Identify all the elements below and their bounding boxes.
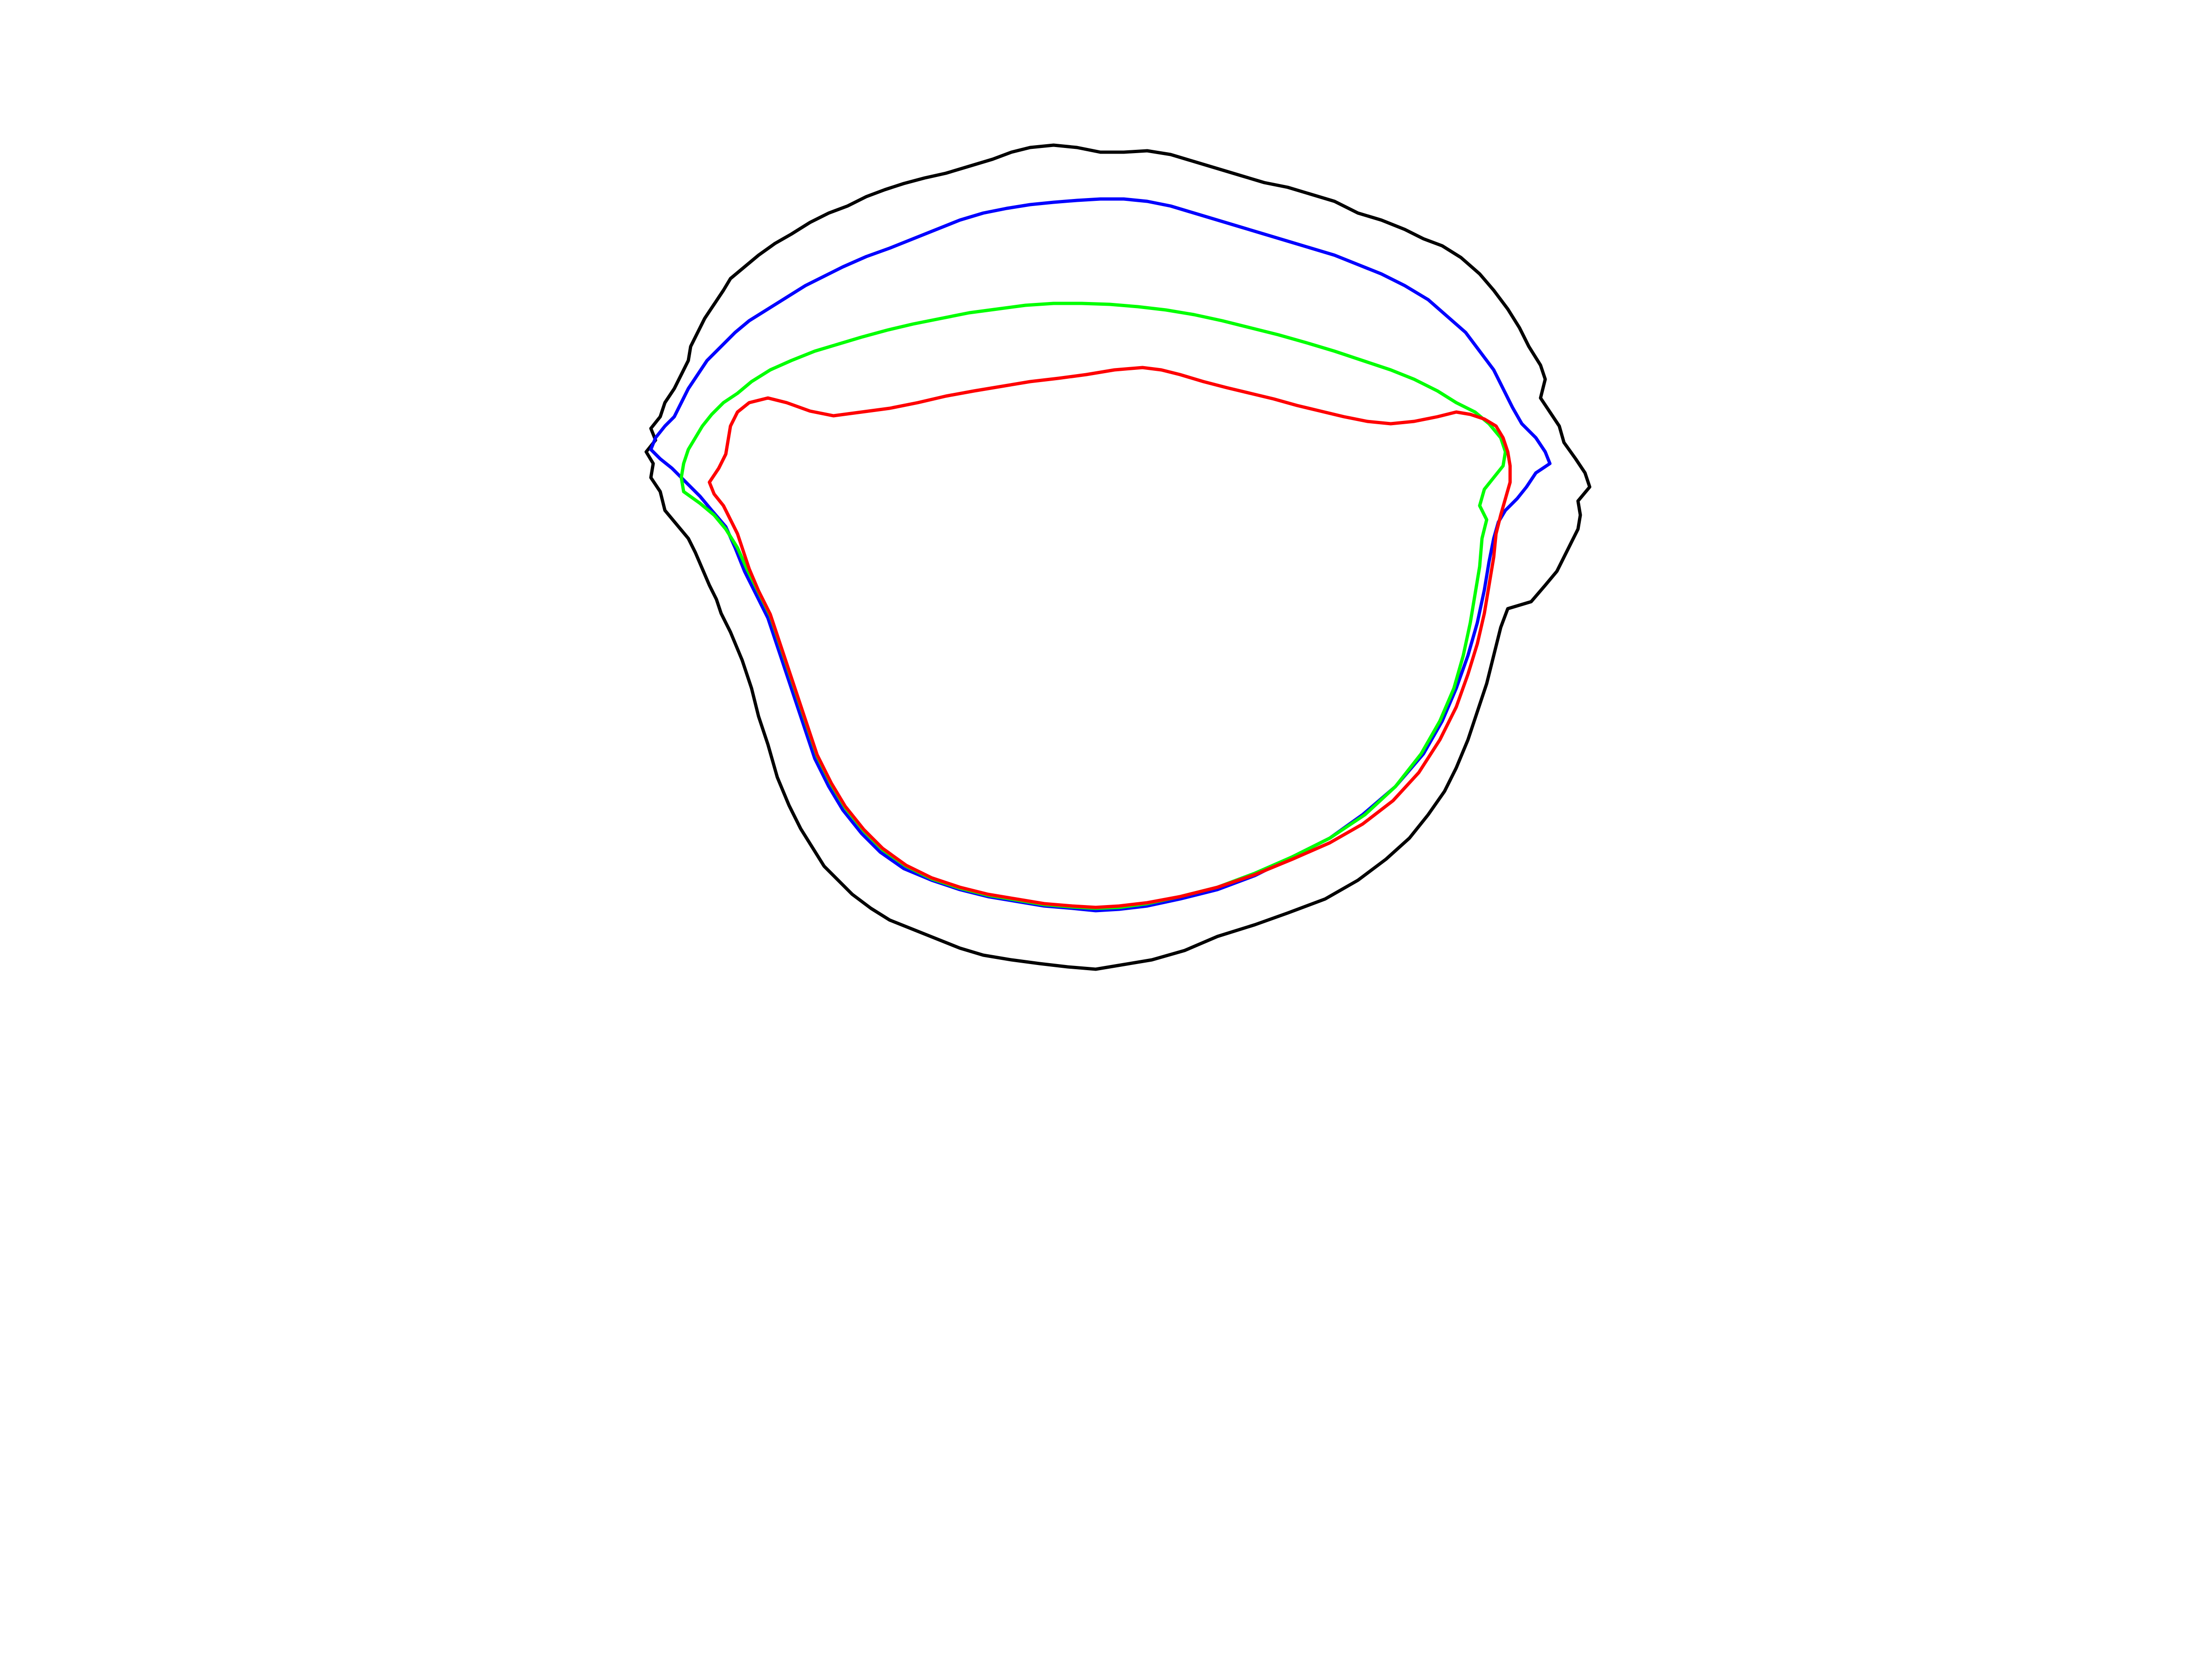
contour-red [708,366,1512,909]
contour-blue [649,197,1552,913]
contour-black [644,143,1592,971]
